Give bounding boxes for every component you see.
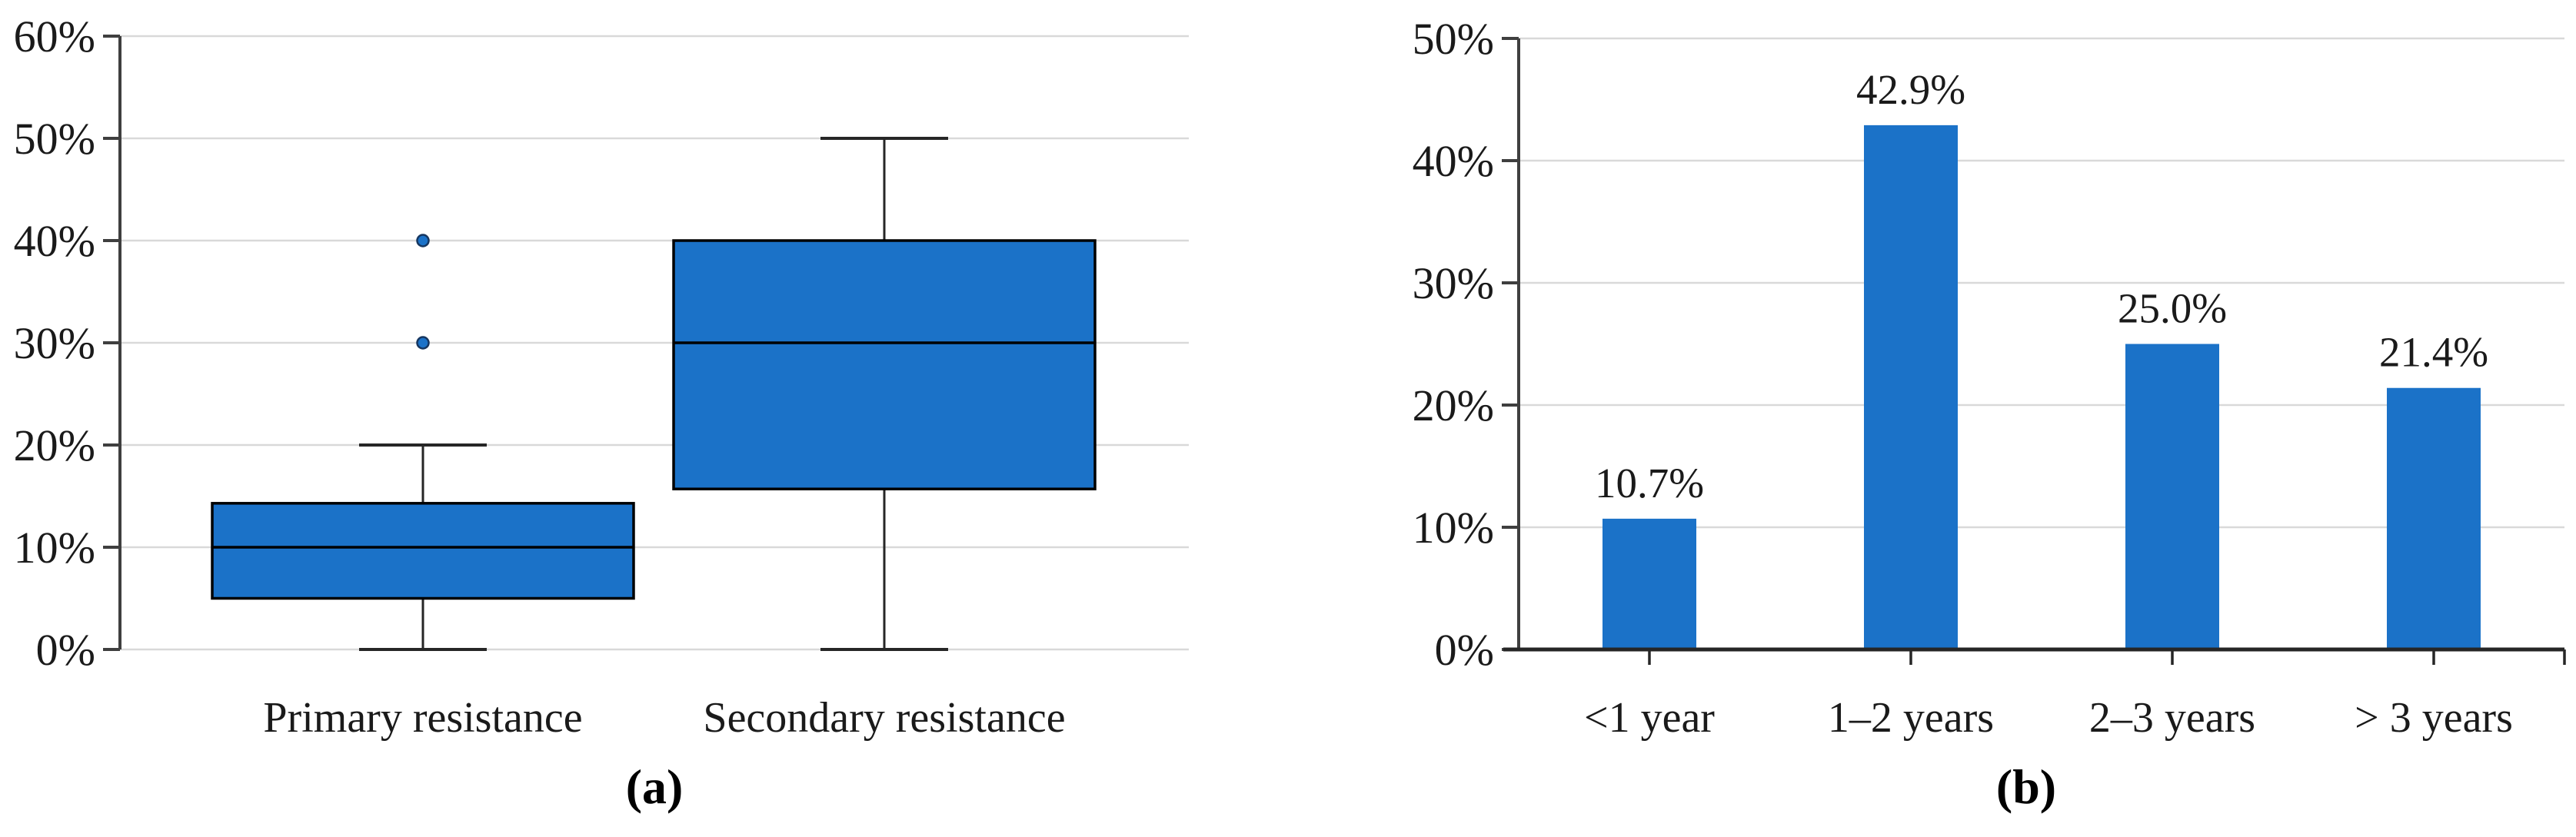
y-tick-label: 20% — [1413, 380, 1494, 430]
category-label: 2–3 years — [2089, 694, 2255, 742]
box — [672, 239, 1097, 490]
outlier-point — [416, 234, 430, 247]
y-tick-label: 30% — [14, 318, 95, 368]
bar — [2125, 344, 2219, 649]
bar-plot-area: 0% 10% 20% 30% 40% 50% 10.7% <1 year 42.9% 1–2 ye… — [1413, 14, 2566, 742]
bar-value-label: 25.0% — [2118, 285, 2227, 332]
y-tick-label: 50% — [14, 114, 95, 164]
y-tick-label: 50% — [1413, 14, 1494, 64]
y-tick-label: 10% — [1413, 503, 1494, 553]
category-label: Primary resistance — [263, 694, 582, 742]
panel-b: 0% 10% 20% 30% 40% 50% 10.7% <1 year 42.9% 1–2 ye… — [1288, 0, 2576, 837]
y-tick-label: 60% — [14, 12, 95, 61]
y-tick-label: 40% — [14, 216, 95, 266]
bar — [1864, 125, 1958, 649]
panel-b-caption: (b) — [1996, 759, 2056, 814]
bar — [1603, 518, 1696, 649]
y-tick-label: 10% — [14, 523, 95, 573]
category-label: > 3 years — [2355, 694, 2513, 742]
outlier-point — [416, 336, 430, 350]
y-tick-label: 30% — [1413, 258, 1494, 308]
y-tick-label: 20% — [14, 420, 95, 470]
bar — [2387, 387, 2481, 649]
y-tick-label: 0% — [36, 625, 95, 675]
bar-value-label: 10.7% — [1595, 460, 1704, 507]
panel-a: 0% 10% 20% 30% 40% 50% 60% Primary resistance Se… — [14, 12, 1189, 814]
boxplot-plot-area: 0% 10% 20% 30% 40% 50% 60% Primary resistance Se… — [14, 12, 1189, 742]
y-tick-label: 40% — [1413, 136, 1494, 186]
bar-value-label: 42.9% — [1856, 66, 1965, 113]
y-tick-label: 0% — [1435, 625, 1494, 675]
bar-chart: 0% 10% 20% 30% 40% 50% 10.7% <1 year 42.9% 1–2 ye… — [1413, 14, 2566, 814]
box — [211, 502, 635, 600]
bar-value-label: 21.4% — [2379, 329, 2488, 376]
category-label: <1 year — [1584, 694, 1715, 742]
boxplot-chart: 0% 10% 20% 30% 40% 50% 60% Primary resistance Se… — [14, 12, 1189, 814]
category-label: 1–2 years — [1828, 694, 1994, 742]
category-label: Secondary resistance — [703, 694, 1065, 742]
panel-a-caption: (a) — [626, 759, 684, 814]
